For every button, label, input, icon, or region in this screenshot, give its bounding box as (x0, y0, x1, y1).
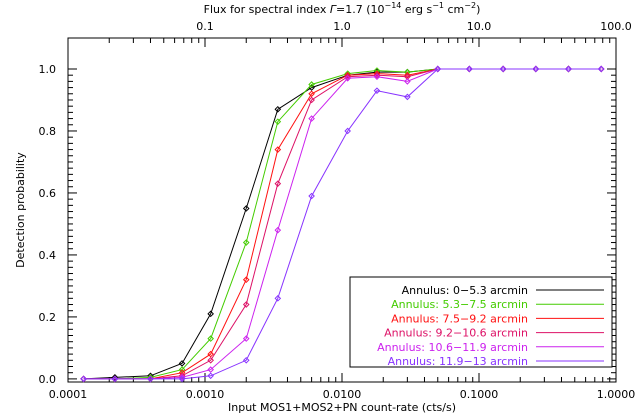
legend-label: Annulus: 0−5.3 arcmin (402, 284, 528, 297)
data-point (207, 366, 214, 373)
axis-ticks (67, 38, 617, 382)
data-point (373, 71, 381, 79)
data-point (434, 65, 442, 73)
y-tick-label: 0.0 (39, 373, 57, 386)
data-point (242, 205, 250, 212)
legend-label: Annulus: 5.3−7.5 arcmin (391, 298, 528, 311)
data-point (111, 374, 119, 381)
data-point (597, 65, 605, 73)
data-point (274, 226, 282, 234)
data-point (344, 127, 351, 135)
data-point (373, 73, 381, 81)
data-series (80, 65, 605, 383)
data-point (242, 301, 250, 308)
top-axis-title: Flux for spectral index Γ=1.7 (10−14 erg… (204, 1, 481, 16)
data-point (207, 310, 214, 318)
data-point (532, 65, 540, 73)
data-point (178, 375, 186, 383)
x-tick-label: 0.1000 (460, 388, 499, 401)
data-point (80, 375, 87, 383)
x-tick-label: 1.0000 (597, 388, 636, 401)
legend-label: Annulus: 11.9−13 arcmin (388, 355, 528, 368)
y-tick-labels: 0.0 0.2 0.4 0.6 0.8 1.0 (39, 63, 57, 386)
data-point (466, 65, 473, 73)
y-tick-label: 1.0 (39, 63, 57, 76)
data-point (499, 65, 507, 73)
data-point (242, 356, 250, 364)
top-tick-label: 100.0 (600, 20, 632, 33)
top-tick-labels: 0.1 1.0 10.0 100.0 (196, 20, 632, 33)
data-point (242, 239, 250, 246)
x-axis-title: Input MOS1+MOS2+PN count-rate (cts/s) (228, 401, 456, 414)
data-point (274, 180, 282, 187)
data-point (147, 375, 154, 383)
data-point (178, 360, 186, 367)
y-tick-label: 0.4 (39, 249, 57, 262)
x-tick-label: 0.0010 (186, 388, 225, 401)
data-point (344, 71, 351, 79)
data-point (308, 90, 315, 98)
data-point (178, 374, 186, 381)
y-tick-label: 0.8 (39, 125, 57, 138)
data-point (308, 115, 315, 122)
data-point (207, 335, 214, 342)
y-tick-label: 0.6 (39, 187, 57, 200)
series-line (83, 68, 602, 380)
data-point (207, 372, 214, 380)
legend-label: Annulus: 9.2−10.6 arcmin (384, 327, 528, 340)
data-point (308, 81, 315, 88)
data-point (274, 295, 282, 302)
data-point (565, 65, 572, 73)
data-point (274, 146, 282, 153)
data-point (274, 105, 282, 113)
top-tick-label: 0.1 (196, 20, 214, 33)
data-point (308, 96, 315, 104)
top-tick-label: 1.0 (333, 20, 351, 33)
data-point (207, 356, 214, 364)
y-tick-label: 0.2 (39, 311, 57, 324)
data-point (242, 276, 250, 284)
x-tick-label: 0.0100 (323, 388, 362, 401)
legend-label: Annulus: 10.6−11.9 arcmin (377, 341, 528, 354)
y-axis-title: Detection probability (14, 152, 27, 268)
data-point (242, 335, 250, 342)
data-point (274, 118, 282, 125)
data-point (404, 78, 411, 85)
data-point (344, 74, 351, 82)
data-point (207, 350, 214, 358)
x-tick-label: 0.0001 (49, 388, 88, 401)
top-tick-label: 10.0 (467, 20, 492, 33)
data-point (373, 87, 381, 94)
data-point (308, 192, 315, 200)
data-point (344, 73, 351, 81)
legend-box (349, 276, 613, 368)
data-point (404, 71, 411, 79)
data-point (404, 93, 411, 101)
legend-label: Annulus: 7.5−9.2 arcmin (391, 312, 528, 325)
x-tick-labels: 0.0001 0.0010 0.0100 0.1000 1.0000 (49, 388, 636, 401)
data-point (147, 374, 154, 381)
data-point (111, 375, 119, 383)
